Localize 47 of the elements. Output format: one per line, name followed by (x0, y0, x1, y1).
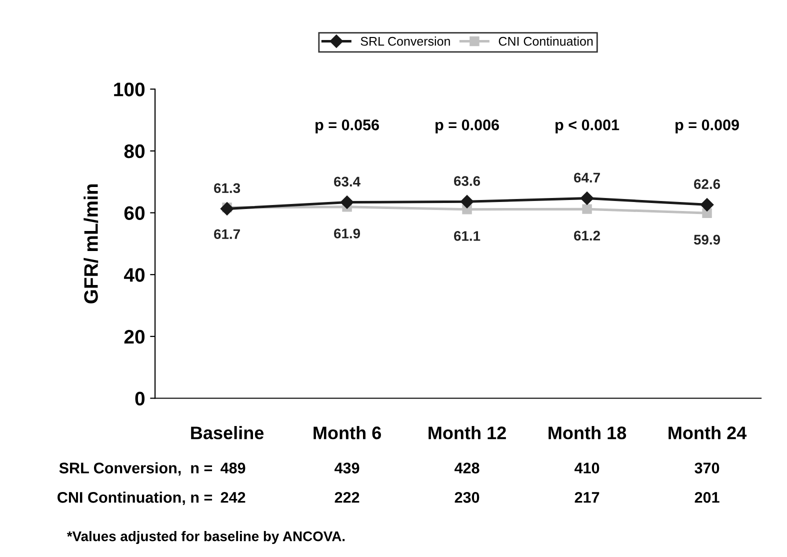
y-tick-label: 40 (124, 268, 145, 282)
text: 230 (454, 492, 480, 503)
data-label: 61.9 (334, 228, 360, 238)
data-label: 61.1 (454, 231, 480, 241)
y-axis-title: GFR/ mL/min (84, 184, 98, 304)
text: CNI Continuation, n = (58, 492, 212, 506)
data-label: 59.9 (694, 234, 720, 245)
point (340, 196, 354, 209)
legend-label: SRL Conversion (360, 36, 450, 46)
data-label: 61.3 (214, 183, 240, 194)
y-tick-label: 80 (124, 144, 145, 158)
annotation: p = 0.056 (316, 120, 379, 134)
text: 428 (454, 462, 480, 474)
y-tick-label: 60 (124, 206, 145, 220)
data-label: 62.6 (694, 179, 720, 190)
y-tick-label: 20 (124, 330, 145, 344)
point (220, 202, 234, 216)
data-label: 63.4 (334, 176, 360, 187)
data-label: 61.2 (574, 230, 600, 241)
x-tick-label: Baseline (191, 426, 264, 440)
data-label: 64.7 (574, 172, 600, 183)
data-label: 61.7 (214, 229, 240, 240)
point (460, 195, 474, 208)
x-tick-label: Month 24 (668, 426, 747, 440)
text: 439 (334, 462, 360, 474)
annotation: p = 0.009 (676, 120, 739, 134)
text: SRL Conversion, n = (59, 462, 212, 476)
point (580, 192, 594, 205)
point (700, 198, 714, 212)
text: 217 (574, 492, 600, 503)
annotation: p = 0.006 (436, 120, 499, 134)
annotation: p < 0.001 (556, 120, 620, 134)
x-tick-label: Month 6 (314, 426, 381, 440)
data-label: 63.6 (454, 176, 480, 186)
text: 201 (694, 492, 720, 503)
y-tick-label: 100 (114, 82, 145, 96)
text: 489 (220, 462, 246, 474)
x-tick-label: Month 12 (428, 426, 506, 440)
text: 242 (220, 492, 246, 503)
text: 370 (694, 462, 720, 474)
text: 222 (334, 492, 360, 503)
legend-label: CNI Continuation (498, 36, 593, 46)
point (582, 204, 592, 214)
x-tick-label: Month 18 (548, 426, 626, 440)
text: *Values adjusted for baseline by ANCOVA. (66, 531, 345, 544)
text: 410 (574, 462, 600, 474)
y-tick-label: 0 (135, 392, 145, 406)
